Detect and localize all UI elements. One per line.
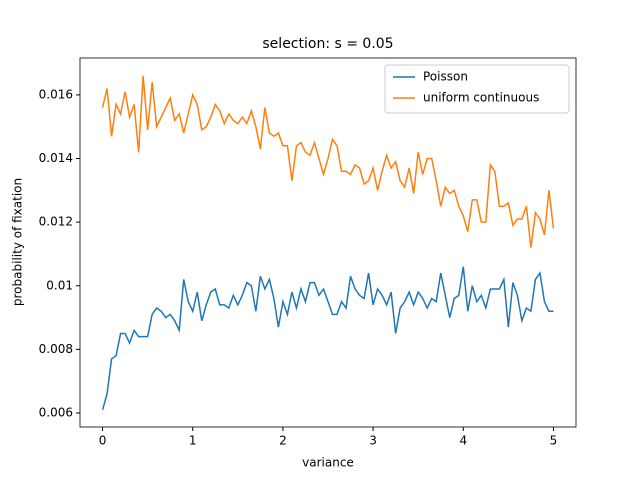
legend: Poisson uniform continuous: [384, 64, 570, 114]
line-series: [101, 75, 555, 248]
chart-title: selection: s = 0.05: [262, 36, 393, 52]
x-tick-label: 5: [550, 434, 558, 448]
y-tick-label: 0.01: [46, 278, 73, 292]
y-tick-label: 0.016: [39, 87, 73, 101]
x-axis-label: variance: [302, 456, 354, 470]
y-tick-label: 0.012: [39, 215, 73, 229]
legend-label: Poisson: [423, 70, 468, 84]
x-tick-label: 1: [189, 434, 197, 448]
line-series: [101, 266, 554, 411]
y-tick-label: 0.014: [39, 151, 73, 165]
y-axis-label: probability of fixation: [11, 178, 25, 306]
x-tick-label: 3: [369, 434, 377, 448]
legend-box: [384, 64, 570, 114]
x-tick-label: 0: [99, 434, 107, 448]
legend-label: uniform continuous: [423, 91, 539, 105]
plot-frame: [79, 57, 577, 428]
y-tick-label: 0.006: [39, 406, 73, 420]
y-tick-label: 0.008: [39, 342, 73, 356]
x-tick-label: 2: [279, 434, 287, 448]
x-tick-label: 4: [459, 434, 467, 448]
